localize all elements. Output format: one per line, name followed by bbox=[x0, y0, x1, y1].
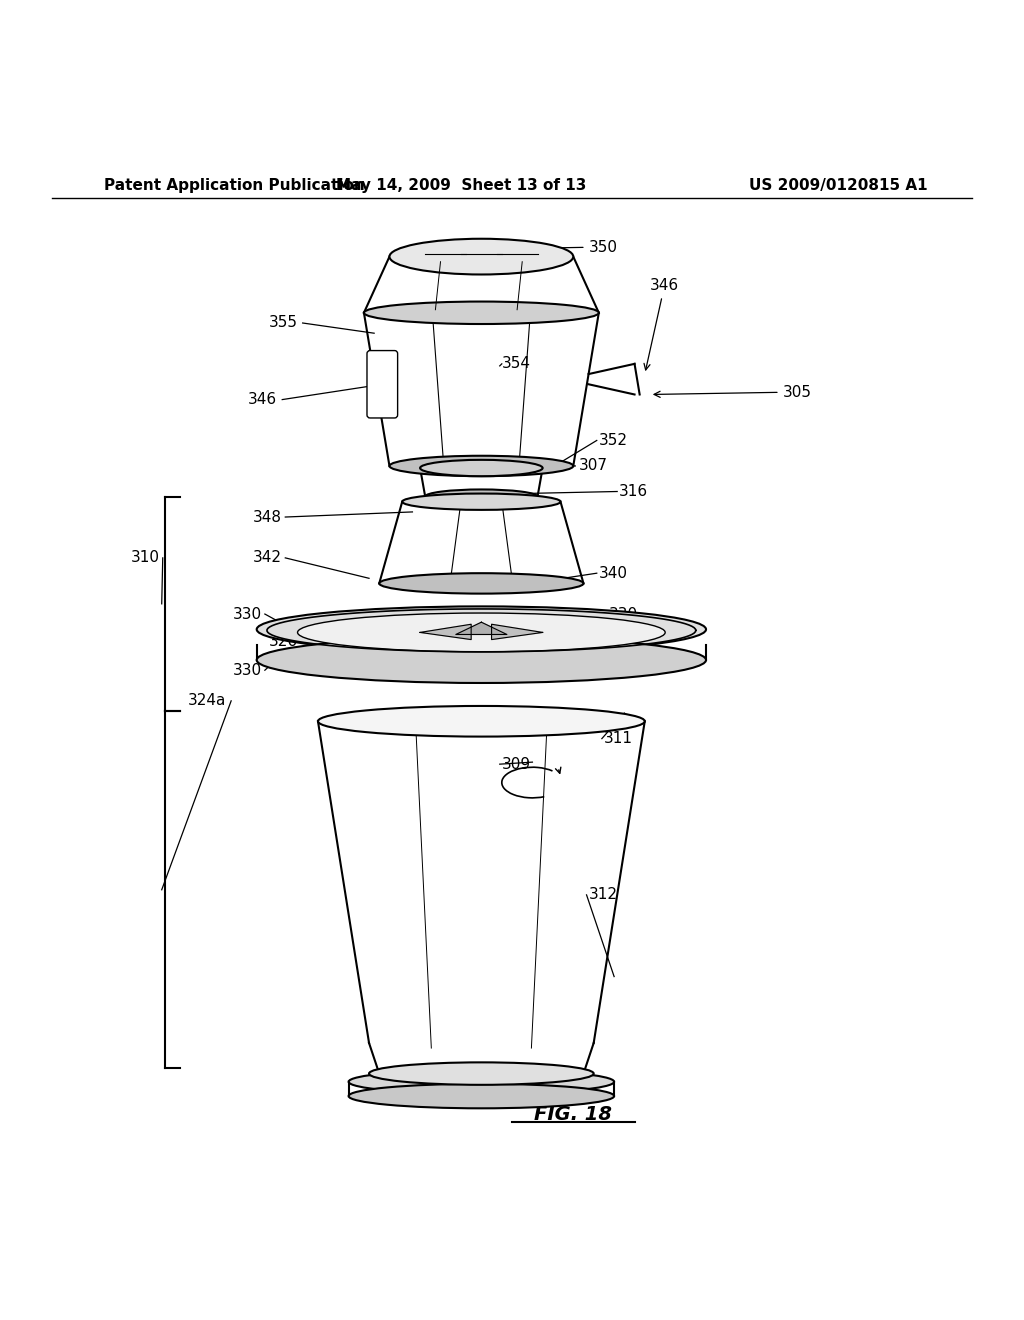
Text: 314: 314 bbox=[604, 661, 633, 676]
Text: US 2009/0120815 A1: US 2009/0120815 A1 bbox=[750, 178, 928, 193]
Ellipse shape bbox=[348, 1084, 614, 1109]
Text: 352: 352 bbox=[599, 433, 628, 447]
Text: 309: 309 bbox=[502, 756, 530, 772]
Ellipse shape bbox=[348, 1069, 614, 1094]
Text: 312: 312 bbox=[589, 887, 617, 903]
Text: 348: 348 bbox=[253, 510, 283, 524]
Text: 305: 305 bbox=[654, 384, 812, 400]
Polygon shape bbox=[456, 622, 507, 635]
Text: 346: 346 bbox=[644, 279, 679, 370]
Text: 316: 316 bbox=[620, 484, 648, 499]
Text: 324a: 324a bbox=[187, 693, 226, 709]
Text: 330: 330 bbox=[232, 607, 262, 622]
Ellipse shape bbox=[298, 612, 666, 652]
Ellipse shape bbox=[402, 494, 560, 510]
Text: FIG. 18: FIG. 18 bbox=[535, 1105, 612, 1123]
Text: 342: 342 bbox=[253, 550, 283, 565]
Text: 340: 340 bbox=[599, 566, 628, 581]
Ellipse shape bbox=[425, 490, 538, 504]
Polygon shape bbox=[420, 624, 471, 640]
Ellipse shape bbox=[318, 706, 645, 737]
Text: May 14, 2009  Sheet 13 of 13: May 14, 2009 Sheet 13 of 13 bbox=[336, 178, 586, 193]
Text: 355: 355 bbox=[268, 315, 298, 330]
Text: 311: 311 bbox=[604, 731, 633, 746]
Ellipse shape bbox=[364, 301, 599, 323]
Text: 328: 328 bbox=[609, 632, 638, 647]
Text: 330: 330 bbox=[609, 607, 638, 622]
Text: 310: 310 bbox=[131, 550, 160, 565]
Ellipse shape bbox=[389, 239, 573, 275]
Text: 346: 346 bbox=[248, 392, 278, 407]
Text: 326: 326 bbox=[268, 634, 298, 649]
Ellipse shape bbox=[389, 455, 573, 477]
Ellipse shape bbox=[257, 638, 706, 682]
Text: 307: 307 bbox=[579, 458, 607, 474]
Text: 350: 350 bbox=[526, 239, 617, 255]
Ellipse shape bbox=[369, 1063, 594, 1085]
Text: 330: 330 bbox=[232, 663, 262, 677]
Text: 354: 354 bbox=[502, 356, 530, 371]
Ellipse shape bbox=[420, 459, 543, 477]
Ellipse shape bbox=[257, 606, 706, 652]
FancyBboxPatch shape bbox=[367, 351, 397, 418]
Ellipse shape bbox=[379, 573, 584, 594]
Polygon shape bbox=[492, 624, 543, 640]
Text: Patent Application Publication: Patent Application Publication bbox=[103, 178, 365, 193]
